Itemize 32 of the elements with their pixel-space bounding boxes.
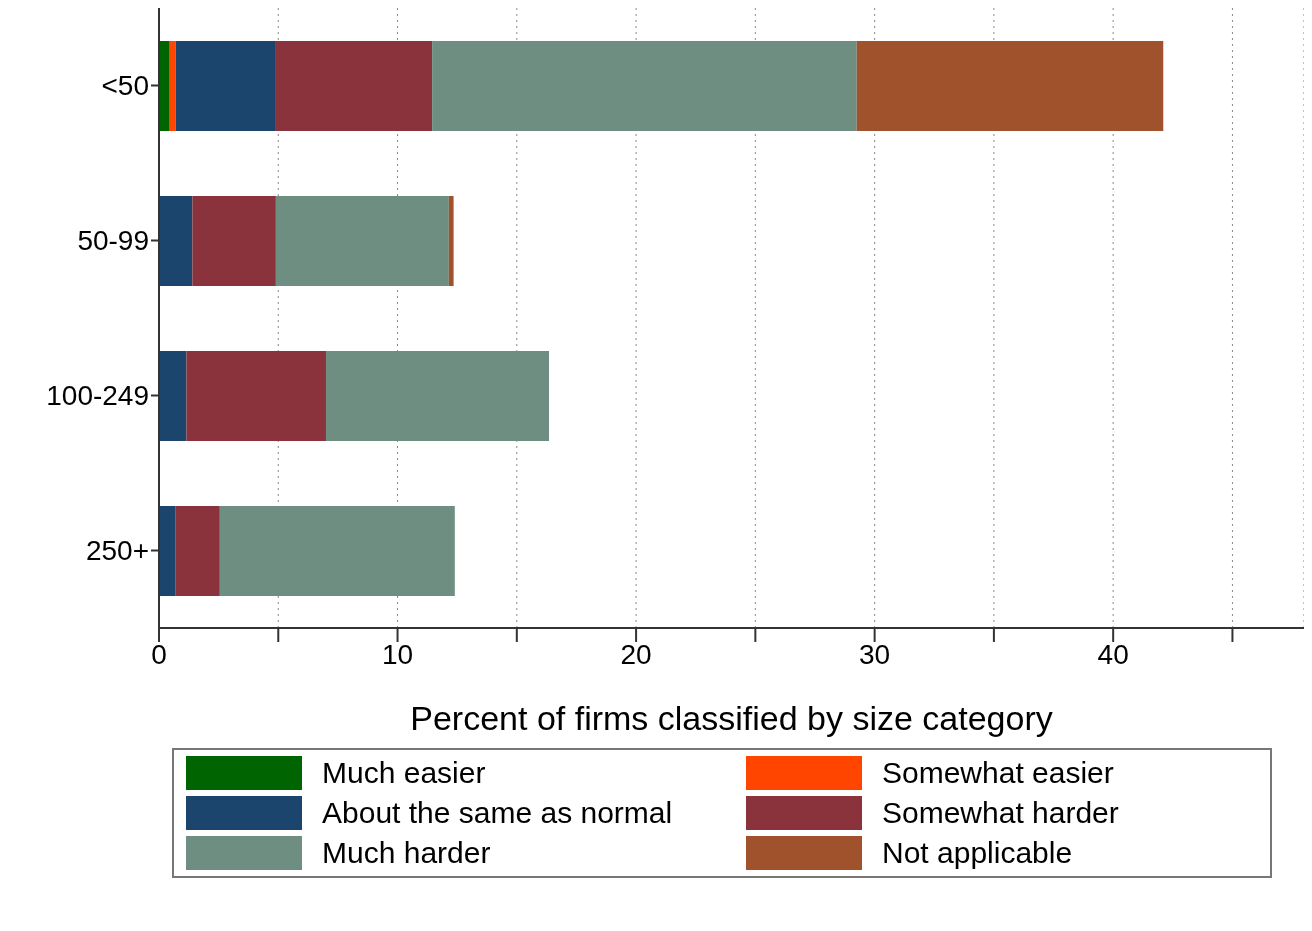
bar <box>186 351 326 441</box>
x-tick-label: 40 <box>1097 638 1129 670</box>
legend-label: Much harder <box>322 836 491 870</box>
y-tick-label: 50-99 <box>77 225 149 257</box>
x-axis-title: Percent of firms classified by size category <box>410 699 1053 737</box>
bar <box>175 506 220 596</box>
y-tick-label: <50 <box>101 70 149 102</box>
bar <box>192 196 276 286</box>
x-tick-label: 10 <box>381 638 414 670</box>
legend-label: Not applicable <box>882 836 1073 870</box>
y-tick-label: 250+ <box>85 535 149 567</box>
x-tick-label: 20 <box>620 638 652 670</box>
bar <box>275 196 449 286</box>
bar <box>275 41 433 131</box>
y-tick-label: 100-249 <box>46 380 149 412</box>
legend-label: About the same as normal <box>322 796 673 830</box>
bar <box>159 196 193 286</box>
bar <box>219 506 455 596</box>
x-tick-label: 0 <box>151 638 167 670</box>
bar <box>432 41 857 131</box>
bar <box>169 41 176 131</box>
bar <box>159 351 187 441</box>
bar <box>159 41 170 131</box>
legend-label: Somewhat easier <box>882 756 1114 790</box>
legend-label: Much easier <box>322 756 486 790</box>
bar <box>325 351 550 441</box>
legend-label: Somewhat harder <box>882 796 1119 830</box>
bar <box>159 506 176 596</box>
bar <box>175 41 276 131</box>
x-tick-label: 30 <box>859 638 891 670</box>
bar <box>448 196 454 286</box>
bar <box>856 41 1164 131</box>
